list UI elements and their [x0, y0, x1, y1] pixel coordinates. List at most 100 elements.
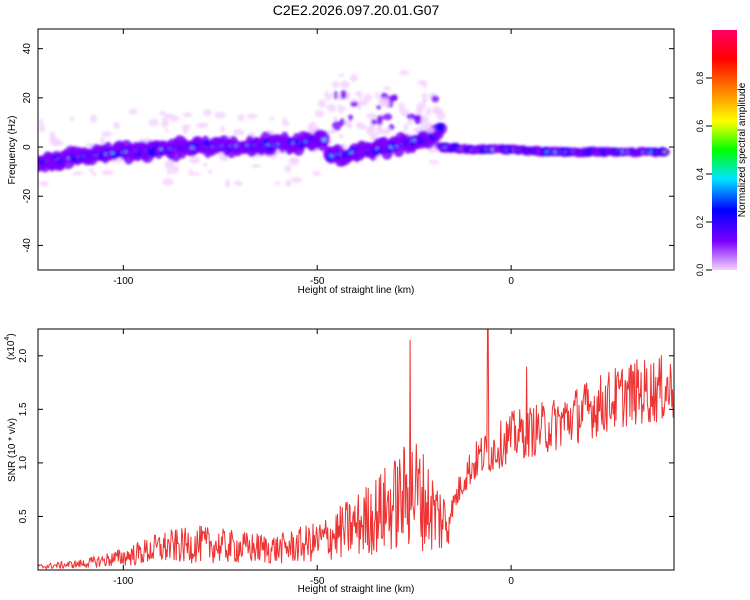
spectrogram-blob-48 — [189, 156, 201, 164]
spectrogram-blob-123 — [85, 142, 94, 148]
spectrogram-blob-22 — [284, 179, 292, 187]
spectrogram-blob-850 — [333, 90, 338, 100]
spectrogram-blob-49 — [148, 118, 159, 127]
spectrogram-blob-121 — [181, 124, 192, 129]
spectrogram-blob-70 — [89, 168, 94, 173]
snr-ticks: -100 -50 0 0.5 1.0 1.5 2.0 — [18, 329, 674, 587]
snr-multiplier: (x104) — [4, 333, 17, 360]
spectrogram-blob-99 — [288, 157, 299, 166]
spectrogram-frame — [37, 28, 675, 271]
spectrogram-blob-863 — [354, 90, 363, 96]
colorbar-tick-label-2: 0.4 — [695, 168, 705, 181]
spectrogram-blob-867 — [333, 116, 338, 122]
spectrogram-blobs — [38, 70, 670, 189]
spectrogram-blob-115 — [417, 80, 427, 86]
svg-text:(x104): (x104) — [4, 333, 17, 360]
spectrogram-ytick-label-3: 20 — [22, 92, 33, 104]
colorbar-tick-label-3: 0.6 — [695, 120, 705, 133]
snr-multiplier-suffix: ) — [6, 333, 17, 336]
spectrogram-blob-143 — [338, 133, 344, 139]
spectrogram-blob-859 — [332, 120, 342, 131]
spectrogram-blob-129 — [251, 164, 257, 169]
spectrogram-blob-879 — [328, 103, 336, 113]
spectrogram-blob-873 — [385, 127, 391, 135]
spectrogram-blob-18 — [196, 122, 209, 129]
snr-y-label: SNR (10 * v/v) — [7, 418, 18, 482]
spectrogram-blob-153 — [366, 112, 377, 119]
snr-ytick-label-1: 1.0 — [18, 456, 29, 470]
spectrogram-blob-880 — [339, 118, 346, 126]
spectrogram-blob-96 — [39, 118, 44, 126]
spectrogram-blob-76 — [338, 73, 345, 77]
snr-frame — [37, 328, 675, 571]
spectrogram-blob-130 — [113, 121, 120, 130]
spectrogram-blob-65 — [290, 177, 303, 183]
spectrogram-blob-68 — [188, 169, 194, 177]
spectrogram-xtick-label-0: -100 — [113, 276, 133, 287]
colorbar: 0.0 0.2 0.4 0.6 0.8 Normalized spectral ampl… — [695, 30, 748, 276]
snr-ytick-label-2: 1.5 — [18, 402, 29, 416]
snr-ytick-label-3: 2.0 — [18, 348, 29, 362]
spectrogram-blob-884 — [378, 97, 384, 103]
spectrogram-blob-894 — [398, 102, 405, 111]
spectrogram-blob-9 — [100, 136, 105, 145]
spectrogram-panel: -100 -50 0 -40 -20 0 20 40 Height of straight l… — [7, 28, 675, 296]
spectrogram-ytick-label-0: -40 — [22, 238, 33, 253]
spectrogram-blob-889 — [391, 94, 398, 102]
spectrogram-blob-41 — [268, 116, 275, 121]
spectrogram-blob-88 — [284, 165, 292, 173]
spectrogram-blob-28 — [349, 73, 359, 82]
spectrogram-blob-67 — [163, 128, 169, 133]
spectrogram-blob-116 — [202, 109, 212, 117]
colorbar-gradient — [712, 30, 737, 270]
spectrogram-blob-128 — [169, 115, 180, 122]
spectrogram-blob-154 — [429, 160, 439, 165]
colorbar-ticks: 0.0 0.2 0.4 0.6 0.8 — [695, 72, 712, 276]
spectrogram-blob-64 — [101, 169, 114, 176]
spectrogram-blob-50 — [166, 170, 172, 175]
spectrogram-blob-117 — [232, 128, 245, 136]
spectrogram-blob-427 — [321, 138, 327, 142]
snr-xtick-label-0: -100 — [113, 576, 133, 587]
spectrogram-blob-127 — [282, 117, 287, 127]
spectrogram-blob-891 — [366, 125, 376, 136]
spectrogram-blob-4 — [246, 113, 258, 119]
spectrogram-blob-851 — [375, 91, 380, 100]
spectrogram-blob-872 — [421, 92, 428, 103]
spectrogram-blob-86 — [38, 124, 46, 133]
spectrogram-blob-119 — [128, 108, 138, 115]
spectrogram-blob-853 — [382, 113, 393, 121]
snr-xtick-label-2: 0 — [508, 576, 514, 587]
spectrogram-blob-105 — [161, 116, 169, 125]
spectrogram-blob-876 — [426, 107, 432, 117]
spectrogram-blob-152 — [38, 181, 41, 185]
spectrogram-blob-111 — [182, 112, 193, 118]
spectrogram-blob-126 — [221, 156, 229, 162]
snr-multiplier-exp: 4 — [4, 337, 11, 341]
spectrogram-blob-882 — [337, 104, 343, 114]
snr-multiplier-prefix: (x10 — [6, 340, 17, 360]
spectrogram-blob-33 — [90, 114, 97, 124]
spectrogram-blob-31 — [91, 172, 97, 177]
spectrogram-blob-61 — [225, 179, 231, 189]
spectrogram-blob-886 — [348, 114, 353, 121]
snr-x-label: Height of straight line (km) — [298, 584, 415, 595]
spectrogram-blob-40 — [214, 111, 226, 119]
snr-marks — [38, 329, 674, 570]
spectrogram-blob-862 — [415, 115, 421, 121]
figure-title: C2E2.2026.097.20.01.G07 — [273, 2, 440, 18]
spectrogram-blob-66 — [399, 70, 410, 76]
spectrogram-blob-150 — [54, 142, 60, 147]
spectrogram-blob-834 — [662, 150, 667, 154]
spectrogram-blob-146 — [436, 109, 444, 116]
spectrogram-blob-144 — [69, 116, 75, 122]
snr-xtick-label-1: -50 — [310, 576, 325, 587]
spectrogram-blob-72 — [274, 180, 280, 186]
spectrogram-xtick-label-2: 0 — [508, 276, 514, 287]
spectrogram-blob-145 — [427, 148, 439, 153]
spectrogram-blob-871 — [350, 101, 359, 107]
spectrogram-ticks: -100 -50 0 -40 -20 0 20 40 — [22, 29, 674, 287]
spectrogram-blob-885 — [433, 107, 438, 114]
spectrogram-blob-112 — [101, 131, 113, 138]
spectrogram-blob-108 — [237, 114, 245, 122]
